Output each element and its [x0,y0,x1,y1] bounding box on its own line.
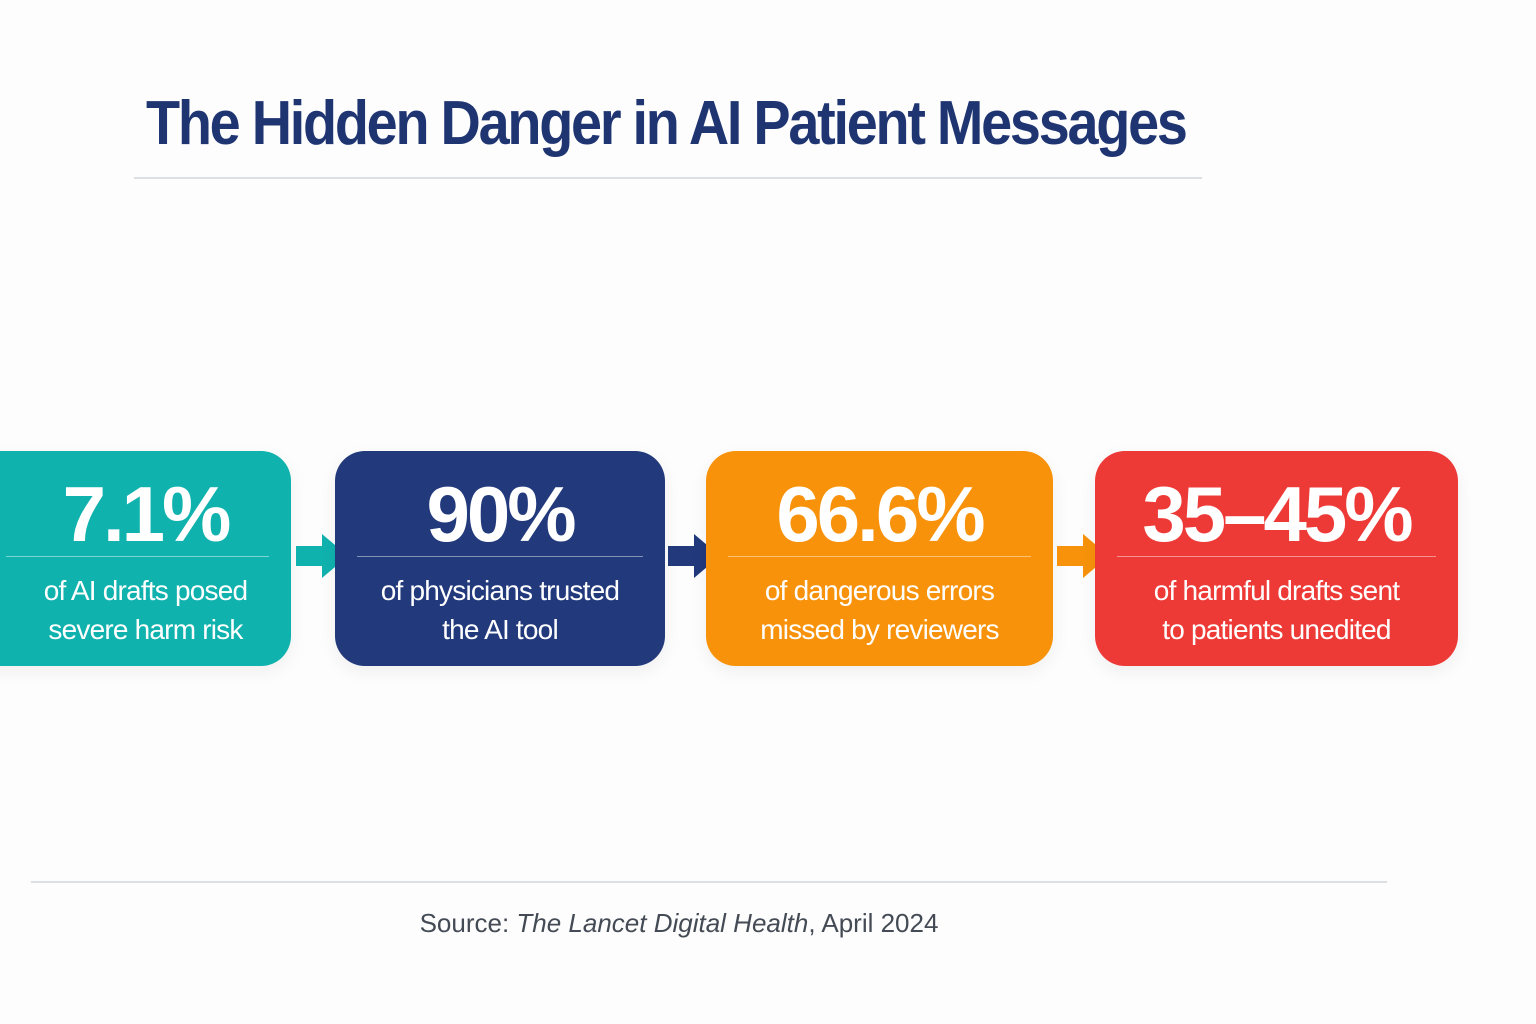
stat-value: 66.6% [776,470,985,558]
card-divider [728,556,1031,557]
stat-value: 7.1% [62,470,232,558]
stat-card-missed-errors: 66.6% of dangerous errors missed by revie… [706,451,1053,666]
footer-divider [31,881,1387,883]
stat-description: of physicians trusted the AI tool [380,575,620,645]
stat-card-unedited-drafts: 35–45% of harmful drafts sent to patients… [1095,451,1458,666]
stat-card-physician-trust: 90% of physicians trusted the AI tool [335,451,665,666]
card-divider [357,556,643,557]
card-divider [1117,556,1436,557]
stat-description: of AI drafts posed severe harm risk [43,575,248,645]
stat-value: 35–45% [1142,470,1413,558]
stat-description: of dangerous errors missed by reviewers [760,575,999,645]
page-title: The Hidden Danger in AI Patient Messages [146,89,1188,158]
card-divider [6,556,269,557]
source-citation: Source: The Lancet Digital Health, April… [419,908,939,938]
stat-description: of harmful drafts sent to patients unedit… [1153,575,1400,645]
stat-card-severe-harm: 7.1% of AI drafts posed severe harm risk [0,451,291,666]
stat-value: 90% [426,470,576,558]
title-divider [134,177,1202,179]
